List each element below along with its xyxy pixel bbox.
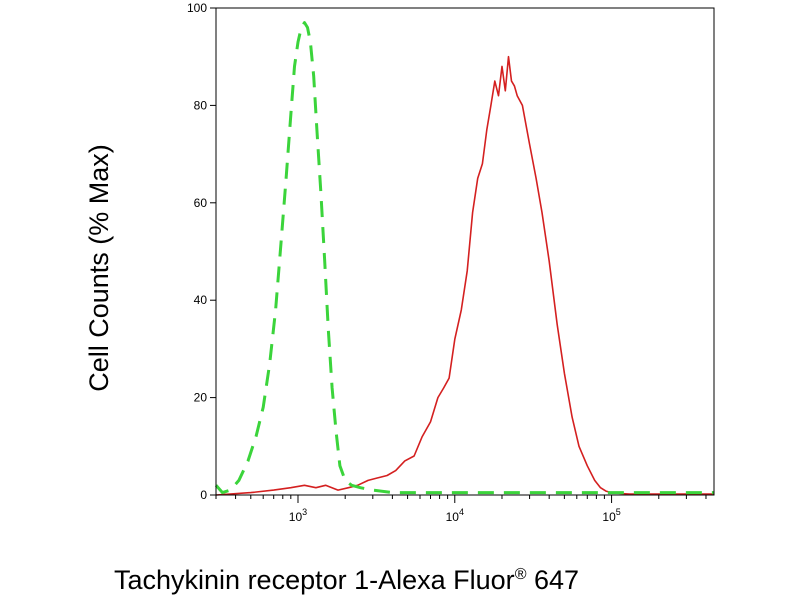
x-axis-title: Tachykinin receptor 1-Alexa Fluor® 647 bbox=[114, 565, 579, 595]
y-tick-label: 40 bbox=[194, 293, 208, 307]
y-axis-title: Cell Counts (% Max) bbox=[84, 144, 114, 392]
y-axis: 0 20 40 60 80 100 bbox=[187, 1, 216, 502]
plot-curves bbox=[214, 21, 714, 496]
y-tick-label: 20 bbox=[194, 391, 208, 405]
series-curve-1 bbox=[215, 55, 714, 496]
y-tick-label: 0 bbox=[200, 488, 207, 502]
x-axis: 103 104 105 bbox=[215, 495, 707, 524]
x-tick-label: 104 bbox=[446, 507, 464, 524]
plot-frame bbox=[215, 7, 715, 496]
x-axis-title-superscript: ® bbox=[515, 566, 527, 583]
x-tick-label: 103 bbox=[289, 507, 307, 524]
series-curve-2 bbox=[214, 21, 714, 495]
y-tick-label: 60 bbox=[194, 196, 208, 210]
y-tick-label: 80 bbox=[194, 98, 208, 112]
y-tick-label: 100 bbox=[187, 1, 207, 15]
x-axis-title-main: Tachykinin receptor 1-Alexa Fluor bbox=[114, 565, 515, 595]
x-axis-title-suffix: 647 bbox=[526, 565, 579, 595]
x-tick-label: 105 bbox=[602, 507, 620, 524]
